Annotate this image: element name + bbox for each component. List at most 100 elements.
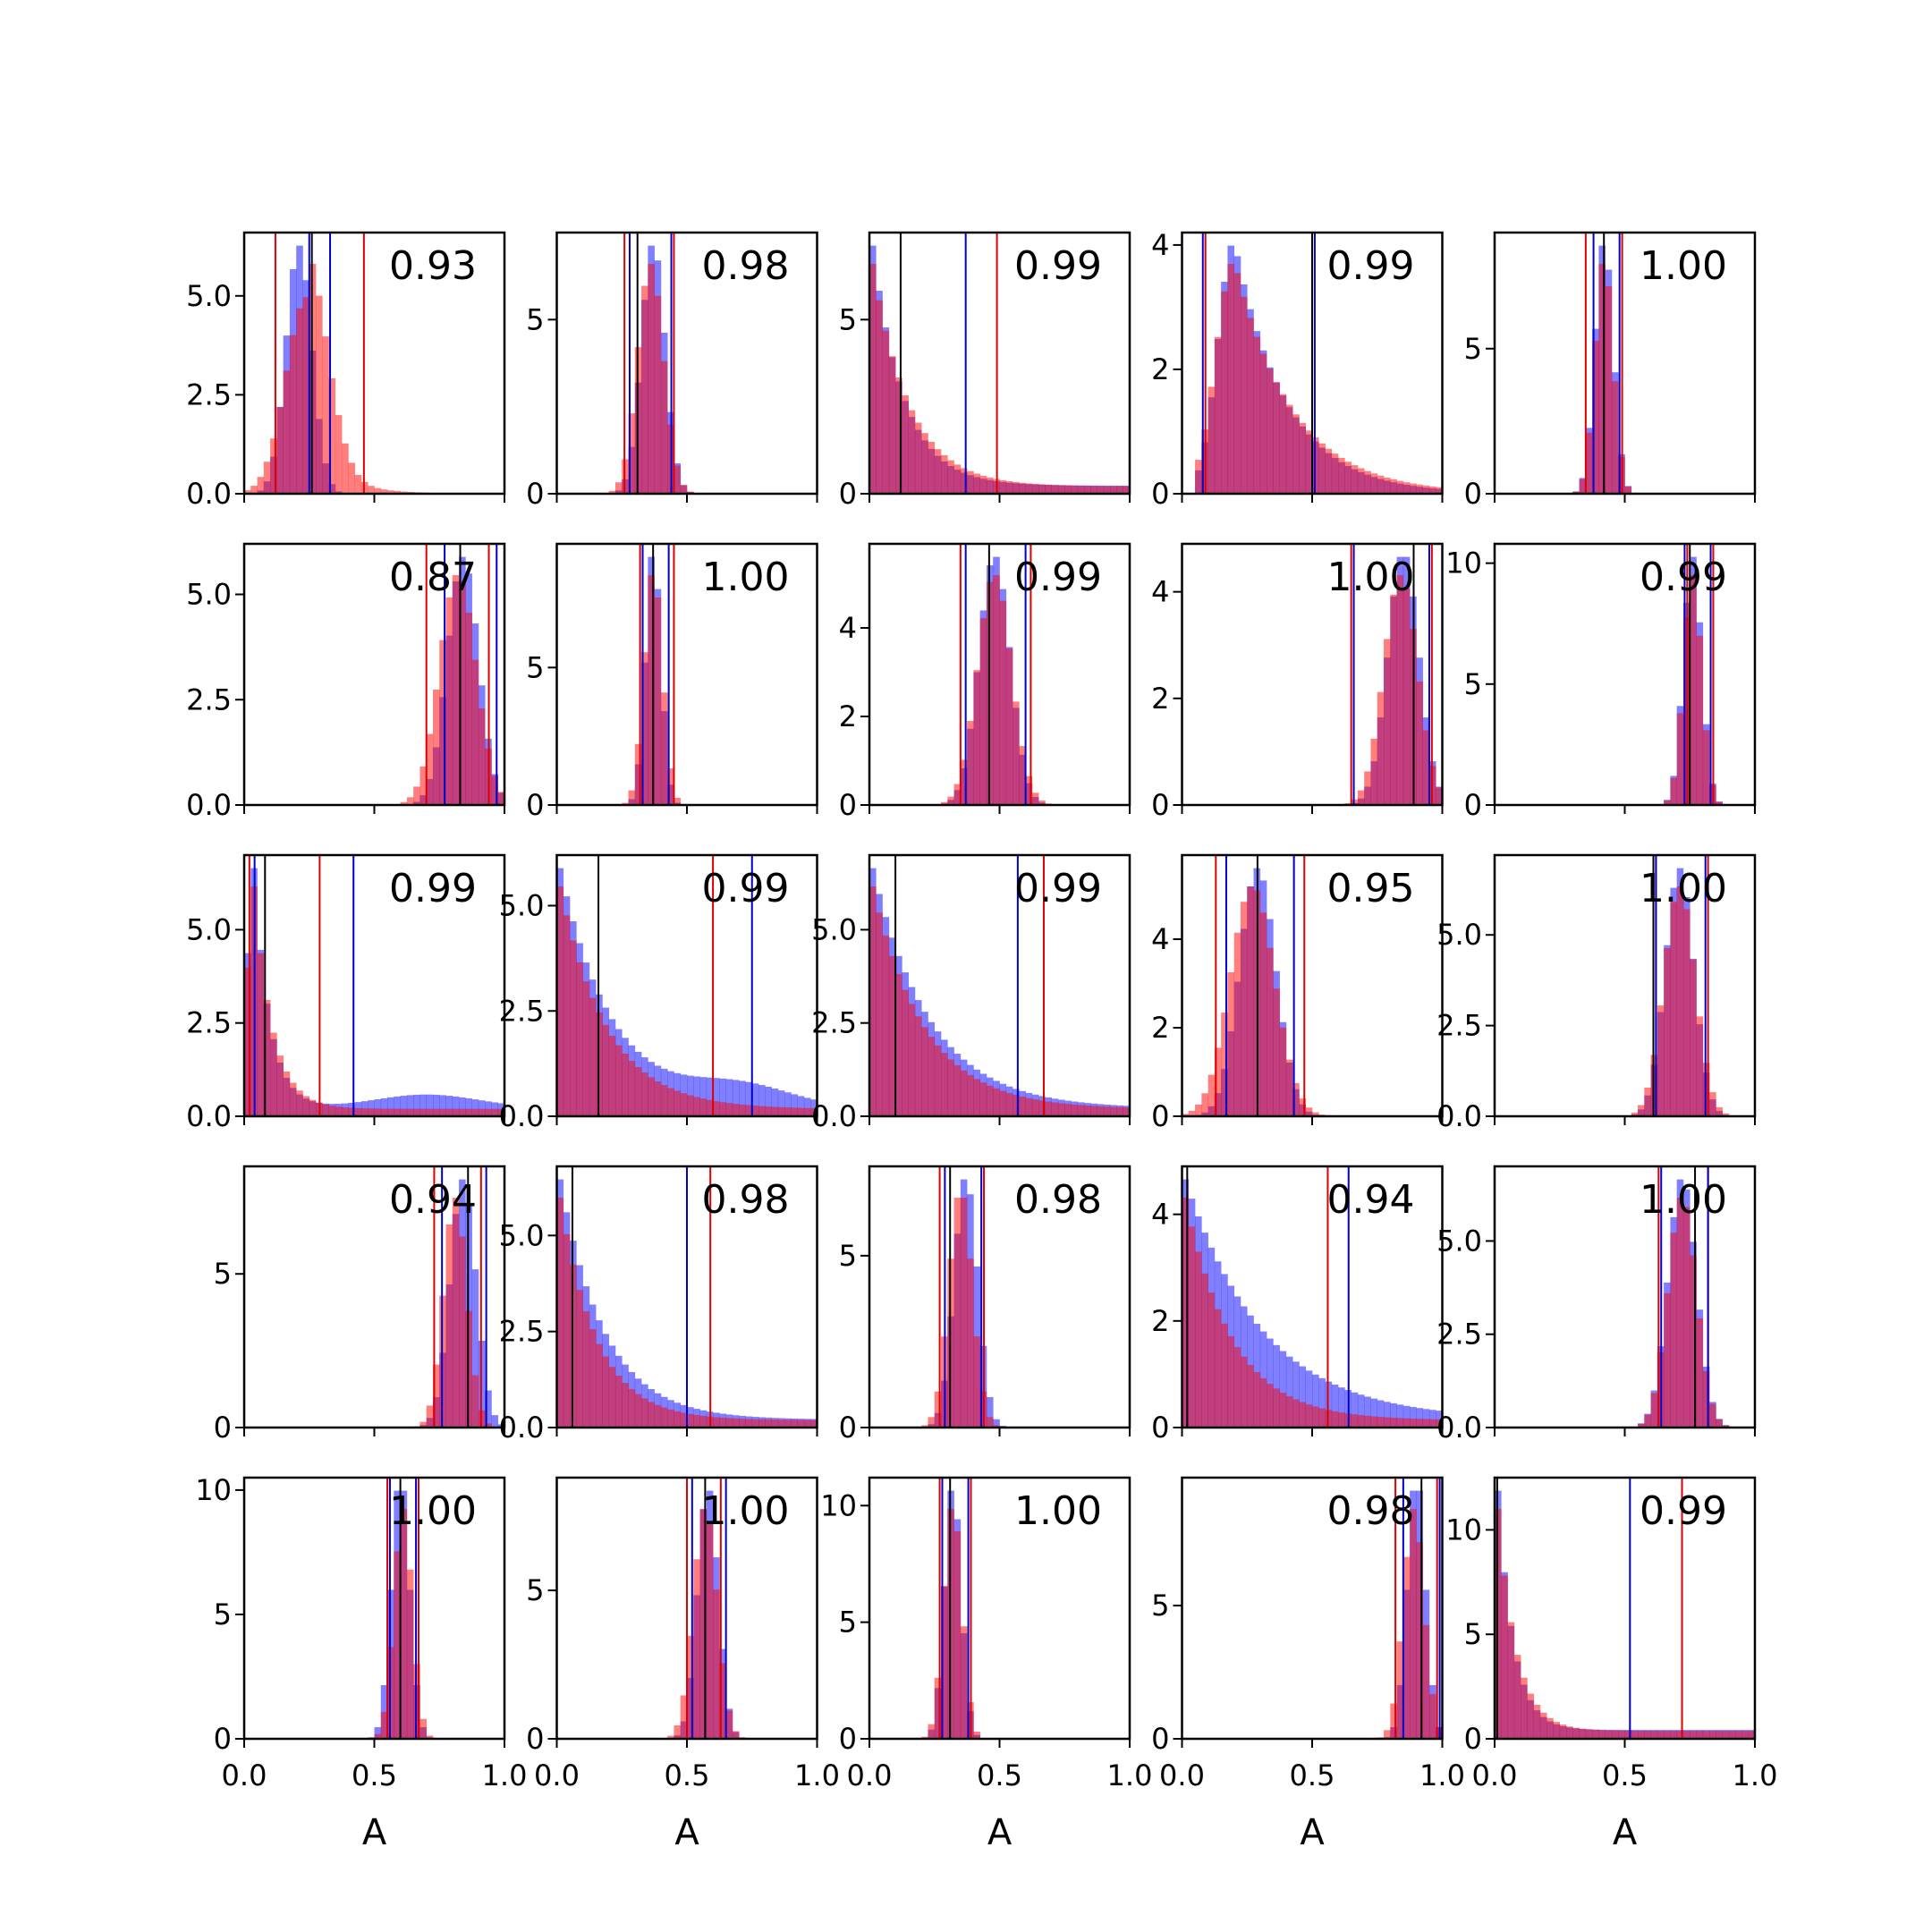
y-tick-label: 5 xyxy=(526,302,544,336)
red-bar xyxy=(967,1074,974,1116)
red-bar xyxy=(1285,1059,1293,1116)
red-bar xyxy=(1513,1655,1521,1739)
red-bar xyxy=(1253,1371,1261,1428)
blue-bar xyxy=(485,1390,492,1428)
red-bar xyxy=(693,1414,700,1428)
red-bar xyxy=(439,640,446,805)
red-bar xyxy=(1598,1730,1606,1739)
red-bar xyxy=(699,1509,708,1739)
red-bar xyxy=(1259,353,1267,494)
blue-bar xyxy=(485,1101,492,1116)
red-bar xyxy=(1390,1418,1397,1428)
blue-bar xyxy=(993,1419,1000,1428)
red-bar xyxy=(648,575,655,805)
red-bar xyxy=(589,1328,597,1428)
red-bar xyxy=(1227,264,1234,494)
red-bar xyxy=(979,475,987,494)
red-bar xyxy=(316,295,323,494)
y-tick-label: 10 xyxy=(820,1488,857,1522)
red-bar xyxy=(1299,1402,1307,1428)
panel-22: 0 5 0.0 0.5 1.0 A 1.00 xyxy=(526,1476,840,1853)
y-tick-label: 2.5 xyxy=(499,994,545,1028)
red-bar xyxy=(1273,988,1280,1116)
red-bar xyxy=(289,335,297,494)
y-tick-label: 0 xyxy=(839,788,857,822)
red-bar xyxy=(1247,318,1254,494)
x-axis-label: A xyxy=(987,1812,1013,1853)
red-bar xyxy=(725,1103,733,1116)
y-tick-label: 0 xyxy=(526,1722,544,1756)
red-bar xyxy=(967,721,974,805)
panel-6: 0.0 2.5 5.0 0.87 xyxy=(186,542,506,822)
red-bar xyxy=(953,1198,962,1428)
y-tick-label: 0.0 xyxy=(499,1411,545,1445)
x-tick-label: 1.0 xyxy=(794,1758,840,1792)
panel-24: 0 5 0.0 0.5 1.0 A 0.98 xyxy=(1151,1476,1465,1853)
blue-bar xyxy=(784,1092,792,1116)
panel-20: 0.0 2.5 5.0 1.00 xyxy=(1436,1165,1757,1445)
x-tick-label: 0.5 xyxy=(352,1758,397,1792)
red-bar xyxy=(1553,1722,1561,1739)
red-bar xyxy=(1071,1104,1079,1116)
red-bar xyxy=(1357,1415,1365,1428)
red-bar xyxy=(1259,912,1267,1116)
panel-annotation: 0.95 xyxy=(1327,866,1415,911)
red-bar xyxy=(1038,800,1046,805)
red-bar xyxy=(953,1530,962,1739)
red-bar xyxy=(614,1375,623,1428)
red-bar xyxy=(1644,1414,1651,1428)
y-tick-label: 5 xyxy=(526,1573,544,1607)
red-bar xyxy=(967,470,974,494)
red-bar xyxy=(1208,386,1216,494)
red-bar xyxy=(582,1311,590,1428)
blue-bar xyxy=(765,1086,772,1116)
blue-bar xyxy=(713,1078,720,1116)
red-bar xyxy=(674,1724,682,1739)
blue-bar xyxy=(400,1096,408,1116)
red-bar xyxy=(354,1107,362,1116)
red-bar xyxy=(374,487,382,494)
y-tick-label: 0.0 xyxy=(1436,1411,1482,1445)
red-bar xyxy=(1539,1712,1547,1739)
red-bar xyxy=(791,1107,798,1116)
panel-annotation: 0.93 xyxy=(389,243,477,289)
y-tick-label: 0 xyxy=(839,477,857,511)
red-bar xyxy=(693,1559,700,1739)
red-bar xyxy=(973,473,980,494)
panel-5: 051.00 xyxy=(1464,231,1757,511)
red-bar xyxy=(452,575,460,805)
red-bar xyxy=(608,1367,616,1428)
red-bar xyxy=(1638,1105,1645,1116)
red-bar xyxy=(1728,1731,1736,1739)
red-bar xyxy=(739,1104,746,1116)
red-bar xyxy=(432,1364,440,1428)
red-bar xyxy=(1090,1106,1097,1116)
red-bar xyxy=(1116,486,1124,494)
y-tick-label: 0 xyxy=(1151,1722,1169,1756)
blue-bar xyxy=(1422,1409,1430,1428)
red-bar xyxy=(413,1108,420,1116)
red-bar xyxy=(1292,1082,1300,1116)
red-bar xyxy=(1013,701,1020,805)
blue-bar xyxy=(1299,1366,1307,1428)
red-bar xyxy=(309,1099,317,1116)
red-bar xyxy=(1019,482,1026,494)
x-tick-label: 0.0 xyxy=(534,1758,580,1792)
red-bar xyxy=(941,454,948,494)
blue-bar xyxy=(459,1097,466,1116)
red-bar xyxy=(1227,1335,1234,1428)
red-bar xyxy=(1279,1393,1287,1428)
x-tick-label: 0.5 xyxy=(977,1758,1022,1792)
red-bar xyxy=(888,356,896,494)
red-bar xyxy=(419,1421,428,1428)
red-bar xyxy=(999,600,1007,805)
red-bar xyxy=(1410,1509,1417,1739)
blue-bar xyxy=(1436,1411,1443,1428)
red-bar xyxy=(902,989,909,1116)
red-bar xyxy=(596,1343,603,1428)
red-bar xyxy=(934,449,942,494)
y-tick-label: 2 xyxy=(1151,1011,1169,1045)
red-bar xyxy=(628,1388,636,1428)
red-bar xyxy=(465,613,472,805)
y-tick-label: 5 xyxy=(1464,667,1482,701)
